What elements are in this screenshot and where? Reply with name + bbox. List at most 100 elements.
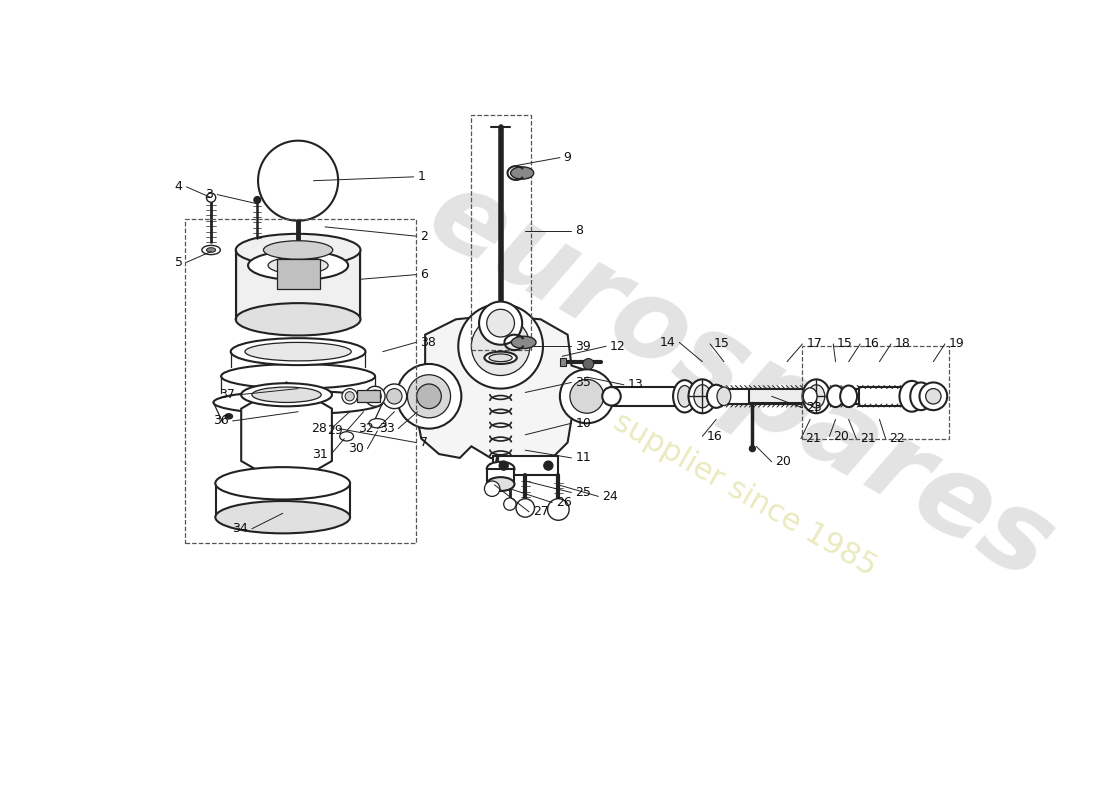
Text: 18: 18 bbox=[895, 338, 911, 350]
Ellipse shape bbox=[254, 197, 261, 203]
Ellipse shape bbox=[749, 446, 756, 452]
Text: 5: 5 bbox=[175, 256, 183, 269]
Ellipse shape bbox=[216, 467, 350, 499]
Ellipse shape bbox=[268, 257, 328, 274]
Text: 19: 19 bbox=[948, 338, 965, 350]
Circle shape bbox=[504, 498, 516, 510]
Ellipse shape bbox=[231, 338, 365, 365]
Ellipse shape bbox=[510, 167, 534, 179]
Text: 14: 14 bbox=[660, 336, 675, 349]
Circle shape bbox=[407, 374, 451, 418]
Text: 22: 22 bbox=[890, 432, 905, 445]
Text: 20: 20 bbox=[776, 455, 791, 468]
Ellipse shape bbox=[911, 382, 932, 410]
Bar bbox=[235, 250, 361, 319]
Text: 12: 12 bbox=[609, 340, 626, 353]
Ellipse shape bbox=[717, 387, 730, 406]
Text: 37: 37 bbox=[219, 388, 235, 402]
Circle shape bbox=[583, 358, 594, 370]
Text: 16: 16 bbox=[706, 430, 722, 443]
Circle shape bbox=[486, 310, 515, 337]
Ellipse shape bbox=[689, 379, 716, 414]
Bar bbox=[216, 483, 350, 517]
Text: 7: 7 bbox=[420, 436, 428, 449]
Ellipse shape bbox=[235, 303, 361, 335]
Text: 15: 15 bbox=[714, 338, 729, 350]
Ellipse shape bbox=[216, 501, 350, 534]
Text: 2: 2 bbox=[420, 230, 428, 242]
Text: 8: 8 bbox=[575, 224, 583, 238]
Ellipse shape bbox=[207, 193, 216, 202]
Ellipse shape bbox=[213, 391, 383, 414]
Text: 38: 38 bbox=[420, 336, 436, 349]
Text: 24: 24 bbox=[603, 490, 618, 503]
Ellipse shape bbox=[340, 432, 353, 441]
Ellipse shape bbox=[345, 392, 354, 401]
Text: 20: 20 bbox=[834, 430, 849, 443]
Text: 21: 21 bbox=[860, 432, 876, 445]
Ellipse shape bbox=[368, 390, 382, 402]
Polygon shape bbox=[416, 315, 609, 464]
Bar bbox=[486, 469, 515, 484]
Text: 27: 27 bbox=[534, 506, 549, 518]
Text: 31: 31 bbox=[311, 447, 328, 461]
Ellipse shape bbox=[235, 234, 361, 266]
Text: 21: 21 bbox=[805, 432, 821, 445]
Text: 6: 6 bbox=[420, 268, 428, 281]
Ellipse shape bbox=[673, 380, 696, 413]
Ellipse shape bbox=[486, 462, 515, 476]
Circle shape bbox=[926, 389, 942, 404]
Text: 23: 23 bbox=[806, 402, 822, 414]
Text: 4: 4 bbox=[175, 180, 183, 194]
Circle shape bbox=[920, 382, 947, 410]
Bar bbox=[358, 390, 381, 402]
Bar bbox=[276, 259, 320, 289]
Ellipse shape bbox=[900, 381, 924, 412]
Ellipse shape bbox=[803, 388, 817, 405]
Circle shape bbox=[478, 302, 522, 345]
Ellipse shape bbox=[382, 384, 407, 409]
Ellipse shape bbox=[807, 385, 825, 408]
Ellipse shape bbox=[245, 342, 351, 361]
Text: 33: 33 bbox=[378, 422, 395, 435]
Ellipse shape bbox=[707, 385, 726, 408]
Ellipse shape bbox=[512, 336, 536, 349]
Ellipse shape bbox=[241, 383, 332, 406]
Text: a parts supplier since 1985: a parts supplier since 1985 bbox=[507, 349, 882, 582]
Bar bbox=[859, 387, 910, 406]
Text: 9: 9 bbox=[563, 151, 572, 164]
Ellipse shape bbox=[207, 248, 216, 252]
Text: 36: 36 bbox=[213, 414, 229, 427]
Ellipse shape bbox=[486, 477, 515, 491]
Text: 32: 32 bbox=[358, 422, 374, 435]
Bar bbox=[612, 387, 684, 406]
Bar bbox=[185, 219, 416, 542]
Ellipse shape bbox=[202, 246, 220, 254]
Text: 10: 10 bbox=[575, 417, 591, 430]
Circle shape bbox=[397, 364, 461, 429]
Circle shape bbox=[516, 498, 535, 517]
Text: 15: 15 bbox=[837, 338, 852, 350]
Ellipse shape bbox=[342, 389, 358, 404]
Bar bbox=[560, 358, 566, 366]
Ellipse shape bbox=[264, 241, 332, 259]
Ellipse shape bbox=[840, 386, 857, 407]
Text: 30: 30 bbox=[348, 442, 363, 455]
Bar bbox=[803, 346, 948, 438]
Text: 25: 25 bbox=[575, 486, 591, 499]
Text: 29: 29 bbox=[327, 425, 343, 438]
Bar bbox=[493, 456, 559, 475]
Text: 34: 34 bbox=[232, 522, 249, 535]
Polygon shape bbox=[241, 382, 332, 487]
Text: 39: 39 bbox=[575, 340, 591, 353]
Text: eurospares: eurospares bbox=[410, 159, 1071, 603]
Text: 28: 28 bbox=[311, 422, 328, 435]
Ellipse shape bbox=[802, 379, 830, 414]
Text: 13: 13 bbox=[628, 378, 643, 391]
Ellipse shape bbox=[387, 389, 403, 404]
Ellipse shape bbox=[827, 386, 844, 407]
Circle shape bbox=[560, 370, 614, 423]
Circle shape bbox=[548, 498, 569, 520]
Ellipse shape bbox=[249, 250, 348, 280]
Circle shape bbox=[459, 304, 543, 389]
